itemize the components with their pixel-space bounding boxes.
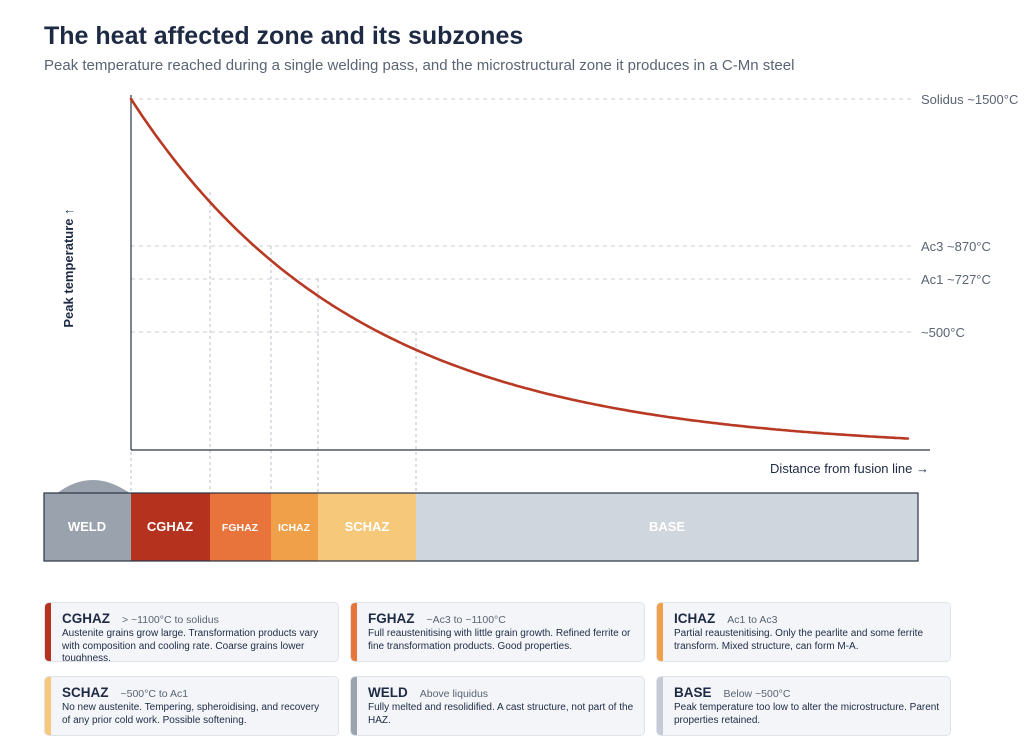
ac1-label: Ac1 ~727°C [921, 272, 991, 287]
500c-label: ~500°C [921, 325, 965, 340]
card-accent [657, 603, 663, 661]
card-title: CGHAZ [62, 611, 110, 626]
card-accent [657, 677, 663, 735]
card-description: Peak temperature too low to alter the mi… [674, 702, 940, 726]
zone-boundary-lines [130, 192, 417, 492]
card-description: Austenite grains grow large. Transformat… [62, 628, 319, 662]
threshold-labels: Solidus ~1500°C Ac3 ~870°C Ac1 ~727°C ~5… [921, 92, 1018, 340]
card-accent [351, 677, 357, 735]
zone-base-label: BASE [649, 519, 685, 534]
card-description: Partial reaustenitising. Only the pearli… [674, 628, 924, 652]
card-weld: WELD Above liquidus Fully melted and reso… [350, 676, 645, 736]
card-range: Below ~500°C [723, 688, 791, 700]
card-description: Fully melted and resolidified. A cast st… [368, 702, 634, 726]
zone-schaz [318, 493, 416, 561]
card-cghaz: CGHAZ > ~1100°C to solidus Austenite grai… [44, 602, 339, 662]
x-axis-label: Distance from fusion line → [770, 461, 929, 476]
card-range: Above liquidus [419, 688, 489, 700]
card-accent [351, 603, 357, 661]
page-subtitle: Peak temperature reached during a single… [44, 57, 795, 74]
card-range: ~Ac3 to ~1100°C [426, 614, 506, 626]
ac3-label: Ac3 ~870°C [921, 239, 991, 254]
card-title: FGHAZ [368, 611, 415, 626]
threshold-lines [131, 98, 915, 333]
card-description: Full reaustenitising with little grain g… [368, 628, 631, 652]
card-title: BASE [674, 685, 712, 700]
weld-bead-shape [56, 480, 131, 494]
card-title: ICHAZ [674, 611, 716, 626]
zone-fghaz-label: FGHAZ [222, 522, 259, 534]
card-description: No new austenite. Tempering, spheroidisi… [62, 702, 320, 726]
card-base: BASE Below ~500°C Peak temperature too lo… [656, 676, 951, 736]
card-range: Ac1 to Ac3 [727, 614, 778, 626]
card-accent [45, 677, 51, 735]
peak-temperature-curve [129, 97, 910, 440]
zone-weld [44, 493, 131, 561]
card-range: > ~1100°C to solidus [122, 614, 219, 626]
zone-cghaz [131, 493, 210, 561]
card-accent [45, 603, 51, 661]
card-schaz: SCHAZ ~500°C to Ac1 No new austenite. Tem… [44, 676, 339, 736]
zone-labels: WELD CGHAZ FGHAZ ICHAZ SCHAZ BASE [68, 519, 686, 534]
page-title: The heat affected zone and its subzones [44, 22, 524, 50]
card-title: SCHAZ [62, 685, 109, 700]
zone-strip [43, 492, 919, 562]
y-axis-label: Peak temperature ↑ [61, 208, 76, 327]
card-fghaz: FGHAZ ~Ac3 to ~1100°C Full reaustenitisin… [350, 602, 645, 662]
zone-schaz-label: SCHAZ [345, 519, 390, 534]
zone-strip-border [43, 492, 919, 562]
zone-ichaz-label: ICHAZ [278, 522, 311, 534]
zone-cghaz-label: CGHAZ [147, 519, 193, 534]
card-ichaz: ICHAZ Ac1 to Ac3 Partial reaustenitising.… [656, 602, 951, 662]
card-range: ~500°C to Ac1 [120, 688, 189, 700]
card-title: WELD [368, 685, 408, 700]
zone-base [416, 493, 918, 561]
zone-ichaz [271, 493, 318, 561]
solidus-label: Solidus ~1500°C [921, 92, 1018, 107]
zone-weld-label: WELD [68, 519, 106, 534]
zone-fghaz [210, 493, 271, 561]
heat-affected-zone-diagram: Solidus ~1500°C Ac3 ~870°C Ac1 ~727°C ~5… [43, 92, 1018, 562]
